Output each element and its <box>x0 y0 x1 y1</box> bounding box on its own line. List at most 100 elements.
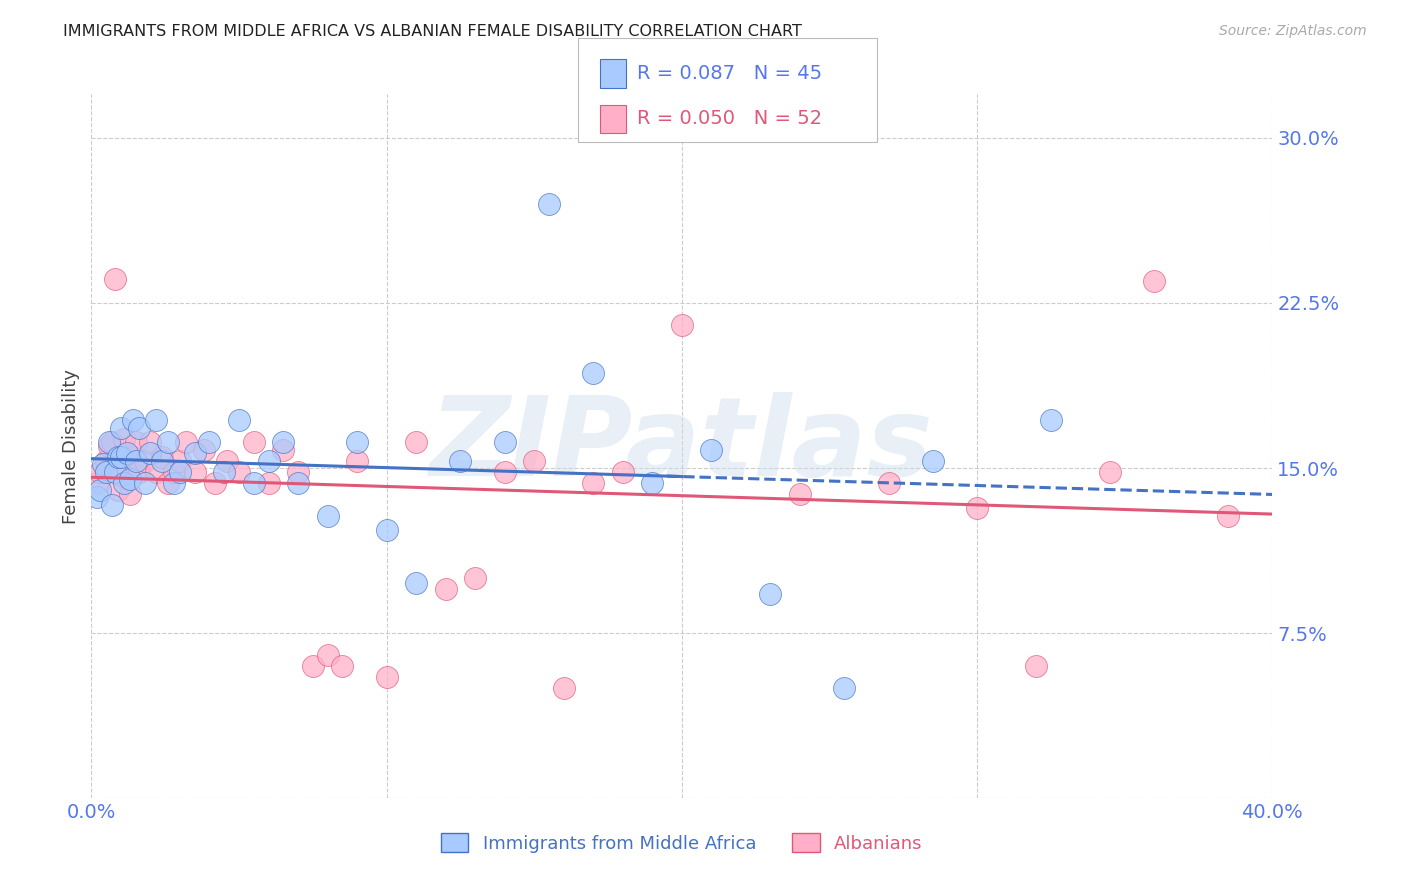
Point <box>257 454 280 468</box>
Point <box>139 445 162 459</box>
Point <box>553 681 575 696</box>
Point <box>134 476 156 491</box>
Point <box>464 571 486 585</box>
Point <box>450 454 472 468</box>
Point <box>301 659 323 673</box>
Point <box>966 500 988 515</box>
Text: Source: ZipAtlas.com: Source: ZipAtlas.com <box>1219 24 1367 38</box>
Legend: Immigrants from Middle Africa, Albanians: Immigrants from Middle Africa, Albanians <box>434 826 929 860</box>
Point <box>174 434 197 449</box>
Point <box>198 434 221 449</box>
Point <box>157 434 180 449</box>
Point <box>118 487 141 501</box>
Point <box>169 454 191 468</box>
Point <box>150 454 173 468</box>
Point <box>183 466 207 480</box>
Point <box>582 476 605 491</box>
Point <box>789 487 811 501</box>
Point <box>115 445 138 459</box>
Point <box>98 434 121 449</box>
Point <box>671 318 693 332</box>
Point <box>163 466 186 480</box>
Point <box>1040 412 1063 426</box>
Point <box>150 450 173 464</box>
Point <box>316 509 339 524</box>
Point <box>107 450 129 464</box>
Point <box>494 434 516 449</box>
Point <box>124 454 148 468</box>
Point <box>405 575 427 590</box>
Text: R = 0.087   N = 45: R = 0.087 N = 45 <box>637 64 823 83</box>
Point <box>101 499 124 513</box>
Point <box>86 490 108 504</box>
Point <box>228 412 250 426</box>
Point <box>104 466 127 480</box>
Point <box>922 454 945 468</box>
Point <box>214 466 236 480</box>
Point <box>700 443 723 458</box>
Text: R = 0.050   N = 52: R = 0.050 N = 52 <box>637 110 823 128</box>
Point <box>217 454 239 468</box>
Text: ZIPatlas: ZIPatlas <box>430 392 934 500</box>
Point <box>193 443 215 458</box>
Point <box>157 476 180 491</box>
Point <box>405 434 427 449</box>
Point <box>582 367 605 381</box>
Point <box>110 450 132 464</box>
Point <box>124 434 148 449</box>
Point <box>96 466 118 480</box>
Point <box>375 523 398 537</box>
Point <box>110 421 132 435</box>
Point <box>346 434 368 449</box>
Point <box>434 582 457 596</box>
Point <box>287 466 309 480</box>
Point <box>1025 659 1047 673</box>
Text: IMMIGRANTS FROM MIDDLE AFRICA VS ALBANIAN FEMALE DISABILITY CORRELATION CHART: IMMIGRANTS FROM MIDDLE AFRICA VS ALBANIA… <box>63 24 803 39</box>
Point <box>183 445 207 459</box>
Point <box>134 454 156 468</box>
Point <box>228 466 250 480</box>
Point <box>110 467 132 482</box>
Point <box>287 476 309 491</box>
Point <box>332 659 354 673</box>
Point <box>139 434 162 449</box>
Point <box>832 681 855 696</box>
Point <box>169 466 191 480</box>
Point <box>128 421 150 435</box>
Point <box>112 433 135 447</box>
Point <box>375 670 398 684</box>
Point <box>145 466 167 480</box>
Point <box>128 466 150 480</box>
Point <box>163 476 186 491</box>
Point <box>273 434 295 449</box>
Point <box>86 476 108 491</box>
Point <box>346 454 368 468</box>
Point <box>101 434 124 449</box>
Point <box>877 476 900 491</box>
Point <box>89 483 111 497</box>
Point <box>96 454 118 468</box>
Point <box>612 466 634 480</box>
Point <box>537 196 560 211</box>
Point <box>641 476 664 491</box>
Point <box>257 476 280 491</box>
Point <box>107 483 129 497</box>
Point <box>759 586 782 600</box>
Point <box>91 457 114 471</box>
Y-axis label: Female Disability: Female Disability <box>62 368 80 524</box>
Point <box>121 412 143 426</box>
Point <box>523 454 546 468</box>
Point <box>494 466 516 480</box>
Point <box>1099 466 1122 480</box>
Point <box>118 472 141 486</box>
Point <box>1143 274 1166 288</box>
Point <box>104 271 127 285</box>
Point <box>121 450 143 464</box>
Point <box>273 443 295 458</box>
Point <box>115 461 138 475</box>
Point <box>316 648 339 663</box>
Point <box>204 476 226 491</box>
Point <box>145 412 167 426</box>
Point <box>1218 509 1240 524</box>
Point <box>112 476 135 491</box>
